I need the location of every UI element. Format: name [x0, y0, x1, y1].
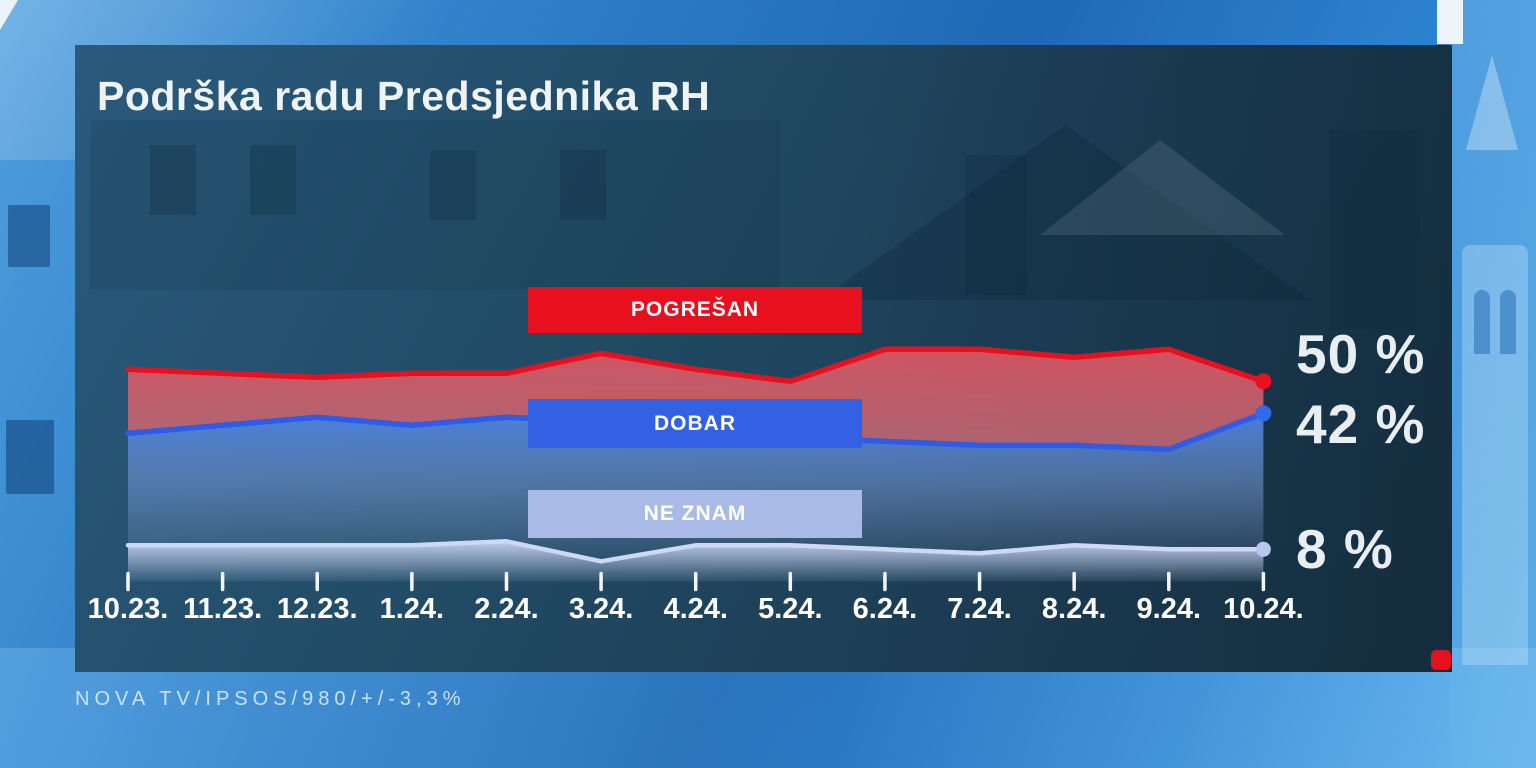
axis-label: 9.24. [1136, 593, 1202, 625]
series-label-ne-znam: NE ZNAM [528, 490, 862, 538]
axis-label: 12.23. [276, 593, 358, 625]
value-label-dobar: 42 % [1296, 393, 1426, 455]
building-shutter-decor [8, 205, 50, 267]
top-right-white-strip [1437, 0, 1463, 44]
background-right-strip [1450, 0, 1536, 768]
church-window-icon [1474, 290, 1490, 354]
ne-znam-endpoint-dot [1255, 541, 1271, 557]
building-shutter-decor [6, 420, 54, 494]
axis-label: 1.24. [379, 593, 445, 625]
source-credit: NOVA TV/IPSOS/980/+/-3,3% [75, 688, 466, 710]
axis-label: 10.24. [1223, 593, 1304, 625]
series-label-dobar-text: DOBAR [654, 411, 736, 435]
axis-label: 3.24. [568, 593, 634, 625]
ne-znam-area [128, 541, 1264, 582]
church-body-decor [1462, 245, 1528, 665]
axis-label: 7.24. [947, 593, 1012, 625]
series-label-pogresan: POGREŠAN [528, 287, 862, 333]
page-title: Podrška radu Predsjednika RH [97, 73, 711, 119]
axis-label: 2.24. [474, 593, 539, 625]
axis-label: 8.24. [1041, 593, 1107, 625]
series-label-pogresan-text: POGREŠAN [630, 298, 760, 321]
pogresan-line [125, 346, 1267, 385]
church-silhouette-decor [90, 120, 1420, 330]
axis-label: 5.24. [758, 593, 823, 625]
axis-label: 10.23. [87, 593, 169, 625]
value-label-ne-znam: 8 % [1296, 518, 1394, 580]
series-label-ne-znam-text: NE ZNAM [643, 502, 747, 525]
value-label-pogresan: 50 % [1296, 323, 1426, 385]
ne-znam-line [125, 539, 1266, 564]
axis-label: 4.24. [663, 593, 728, 625]
series-label-dobar: DOBAR [528, 399, 862, 448]
church-window-icon [1500, 290, 1516, 354]
red-corner-accent [1431, 650, 1451, 670]
axis-label: 11.23. [183, 593, 263, 625]
church-spire-decor [1466, 55, 1518, 150]
dobar-endpoint-dot [1255, 405, 1272, 422]
axis-label: 6.24. [852, 593, 918, 625]
pogresan-endpoint-dot [1255, 373, 1272, 390]
